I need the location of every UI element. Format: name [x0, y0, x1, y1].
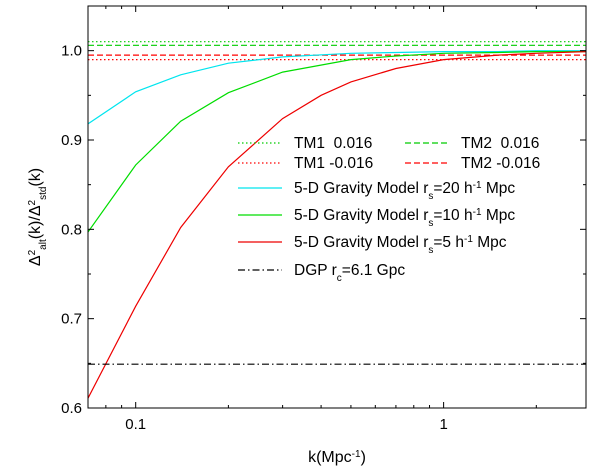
legend-label-6: 5-D Gravity Model rs=5 h-1 Mpc [294, 234, 507, 256]
series-line-5 [88, 50, 586, 233]
series-line-4 [88, 50, 586, 125]
y-tick-label-0: 0.6 [61, 400, 82, 417]
legend-label-1: TM2 0.016 [461, 135, 539, 152]
legend-label-4: 5-D Gravity Model rs=20 h-1 Mpc [294, 180, 515, 202]
legend-label-7: DGP rc=6.1 Gpc [294, 262, 405, 284]
legend-label-3: TM2 -0.016 [461, 155, 540, 172]
legend-label-0: TM1 0.016 [294, 135, 372, 152]
ticks-layer: 0.1 1 0.6 0.7 0.8 0.9 1.0 [61, 6, 586, 433]
y-tick-label-2: 0.8 [61, 221, 82, 238]
series-layer [88, 41, 586, 399]
legend-label-2: TM1 -0.016 [294, 155, 373, 172]
x-tick-label-0: 0.1 [125, 416, 146, 433]
y-tick-label-4: 1.0 [61, 43, 82, 60]
y-axis-title: Δ2alt(k)/Δ2std(k) [27, 168, 49, 266]
plot-frame [87, 5, 587, 409]
x-tick-label-1: 1 [439, 416, 447, 433]
x-axis-title: k(Mpc-1) [308, 449, 366, 467]
y-tick-label-3: 0.9 [61, 132, 82, 149]
legend-label-5: 5-D Gravity Model rs=10 h-1 Mpc [294, 207, 515, 229]
legend: TM1 0.016 TM2 0.016 TM1 -0.016 TM2 -0.016 5-… [238, 135, 540, 284]
series-line-6 [88, 51, 586, 399]
y-tick-label-1: 0.7 [61, 311, 82, 328]
